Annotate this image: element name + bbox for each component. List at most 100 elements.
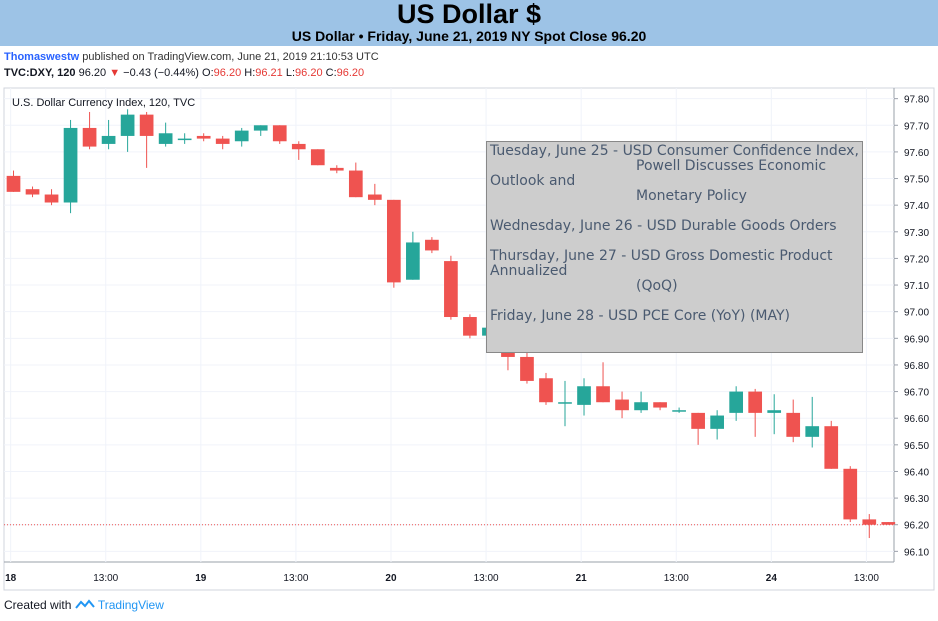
y-tick-label: 97.00	[904, 308, 929, 319]
candle-up[interactable]	[234, 130, 249, 142]
y-tick-label: 97.40	[904, 201, 929, 212]
candle-up[interactable]	[177, 138, 192, 141]
note-continuation: Monetary Policy	[636, 188, 747, 204]
page-subtitle: US Dollar • Friday, June 21, 2019 NY Spo…	[291, 28, 647, 44]
y-tick-label: 97.30	[904, 228, 929, 239]
y-tick-label: 97.20	[904, 254, 929, 265]
candle-down[interactable]	[196, 135, 211, 139]
candle-down[interactable]	[291, 143, 306, 150]
candle-up[interactable]	[558, 402, 572, 404]
candle-down[interactable]	[653, 402, 667, 408]
x-tick-label: 13:00	[664, 573, 689, 584]
symbol-name[interactable]: TVC:DXY, 120	[4, 67, 76, 79]
x-tick-label: 13:00	[283, 573, 308, 584]
candle-down[interactable]	[881, 522, 896, 525]
y-tick-label: 96.20	[904, 521, 929, 532]
candle-up[interactable]	[406, 242, 420, 280]
y-tick-label: 96.60	[904, 414, 929, 425]
candle-down[interactable]	[596, 386, 610, 403]
x-tick-label: 20	[385, 573, 397, 584]
y-tick-label: 97.60	[904, 148, 929, 159]
candle-down[interactable]	[215, 138, 230, 144]
y-tick-label: 96.30	[904, 494, 929, 505]
x-tick-label: 13:00	[854, 573, 879, 584]
low-label: L:	[285, 67, 296, 79]
candle-up[interactable]	[710, 415, 724, 429]
note-text: Outlook and	[490, 173, 576, 189]
candle-down[interactable]	[425, 239, 439, 251]
candle-down[interactable]	[786, 412, 801, 437]
candles	[4, 109, 896, 539]
y-tick-label: 96.10	[904, 547, 929, 558]
candle-down[interactable]	[44, 194, 59, 203]
x-tick-label: 18	[5, 573, 17, 584]
header-banner: US Dollar $ US Dollar • Friday, June 21,…	[0, 0, 938, 46]
note-item: Outlook and Monetary Policy	[490, 174, 859, 204]
candle-up[interactable]	[767, 410, 782, 413]
candle-down[interactable]	[139, 114, 154, 136]
note-item: Tuesday, June 25 - USD Consumer Confiden…	[490, 144, 859, 174]
candle-down[interactable]	[539, 378, 553, 403]
note-continuation: Powell Discusses Economic	[636, 158, 827, 174]
x-tick-label: 21	[576, 573, 588, 584]
candle-down[interactable]	[444, 261, 458, 318]
note-continuation: (QoQ)	[636, 278, 678, 294]
symbol-info: TVC:DXY, 120 96.20 ▼ −0.43 (−0.44%) O:96…	[4, 67, 364, 79]
candle-down[interactable]	[520, 356, 534, 381]
note-item: Wednesday, June 26 - USD Durable Goods O…	[490, 219, 859, 234]
down-arrow-icon: ▼	[109, 67, 121, 79]
chart-frame	[3, 87, 935, 591]
candle-up[interactable]	[805, 426, 820, 437]
y-tick-label: 97.10	[904, 281, 929, 292]
x-tick-label: 24	[766, 573, 778, 584]
candle-up[interactable]	[634, 402, 648, 411]
y-tick-label: 97.50	[904, 175, 929, 186]
candle-up[interactable]	[672, 410, 686, 412]
candle-down[interactable]	[748, 391, 763, 413]
y-tick-label: 96.90	[904, 334, 929, 345]
candle-down[interactable]	[862, 519, 877, 525]
chart-title: U.S. Dollar Currency Index, 120, TVC	[12, 97, 195, 109]
created-with-label: Created with	[4, 598, 72, 612]
candle-down[interactable]	[367, 194, 382, 200]
y-tick-label: 97.70	[904, 121, 929, 132]
candle-down[interactable]	[310, 149, 325, 166]
candle-down[interactable]	[387, 199, 401, 283]
y-tick-label: 96.70	[904, 388, 929, 399]
candle-up[interactable]	[729, 391, 744, 413]
high-value: 96.21	[255, 67, 283, 79]
candle-down[interactable]	[824, 426, 839, 469]
candle-down[interactable]	[691, 412, 705, 429]
candle-up[interactable]	[577, 386, 591, 405]
candle-down[interactable]	[348, 170, 363, 198]
author-link[interactable]: Thomaswestw	[4, 51, 80, 63]
y-tick-label: 96.40	[904, 467, 929, 478]
candle-down[interactable]	[6, 175, 21, 192]
candle-down[interactable]	[25, 189, 40, 195]
high-label: H:	[244, 67, 256, 79]
candle-down[interactable]	[615, 399, 629, 411]
candle-down[interactable]	[329, 167, 344, 171]
candle-down[interactable]	[843, 468, 858, 520]
publish-text: published on TradingView.com, June 21, 2…	[82, 51, 379, 63]
candle-up[interactable]	[63, 127, 78, 203]
x-tick-label: 19	[195, 573, 207, 584]
y-tick-label: 97.80	[904, 95, 929, 106]
candle-up[interactable]	[253, 125, 268, 131]
candle-up[interactable]	[158, 133, 173, 144]
note-text: Tuesday, June 25 - USD Consumer Confiden…	[490, 143, 859, 159]
x-tick-label: 13:00	[93, 573, 118, 584]
last-price: 96.20	[78, 67, 107, 79]
y-tick-label: 96.80	[904, 361, 929, 372]
candle-down[interactable]	[82, 127, 97, 147]
x-tick-label: 13:00	[474, 573, 499, 584]
candle-up[interactable]	[120, 114, 135, 136]
candle-up[interactable]	[101, 135, 116, 144]
tradingview-brand[interactable]: TradingView	[97, 598, 164, 612]
publish-info: Thomaswestw published on TradingView.com…	[4, 51, 379, 63]
candle-down[interactable]	[272, 125, 287, 142]
candle-down[interactable]	[463, 317, 477, 336]
close-value: 96.20	[336, 67, 365, 79]
open-label: O:	[202, 67, 214, 79]
